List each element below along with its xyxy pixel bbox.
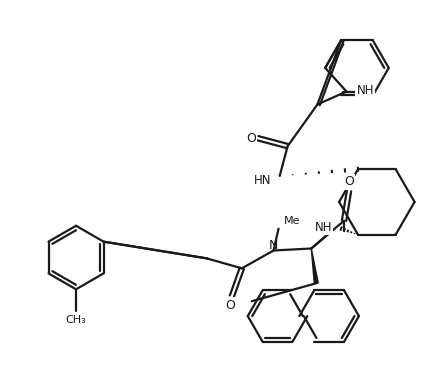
Text: Me: Me	[283, 216, 299, 226]
Text: CH₃: CH₃	[65, 315, 86, 325]
Text: O: O	[224, 299, 234, 311]
Text: O: O	[246, 132, 255, 145]
Text: HN: HN	[254, 174, 271, 187]
Text: O: O	[343, 176, 353, 189]
Text: NH: NH	[314, 221, 332, 234]
Text: NH: NH	[356, 84, 373, 97]
Text: N: N	[268, 239, 278, 252]
Polygon shape	[310, 248, 317, 283]
